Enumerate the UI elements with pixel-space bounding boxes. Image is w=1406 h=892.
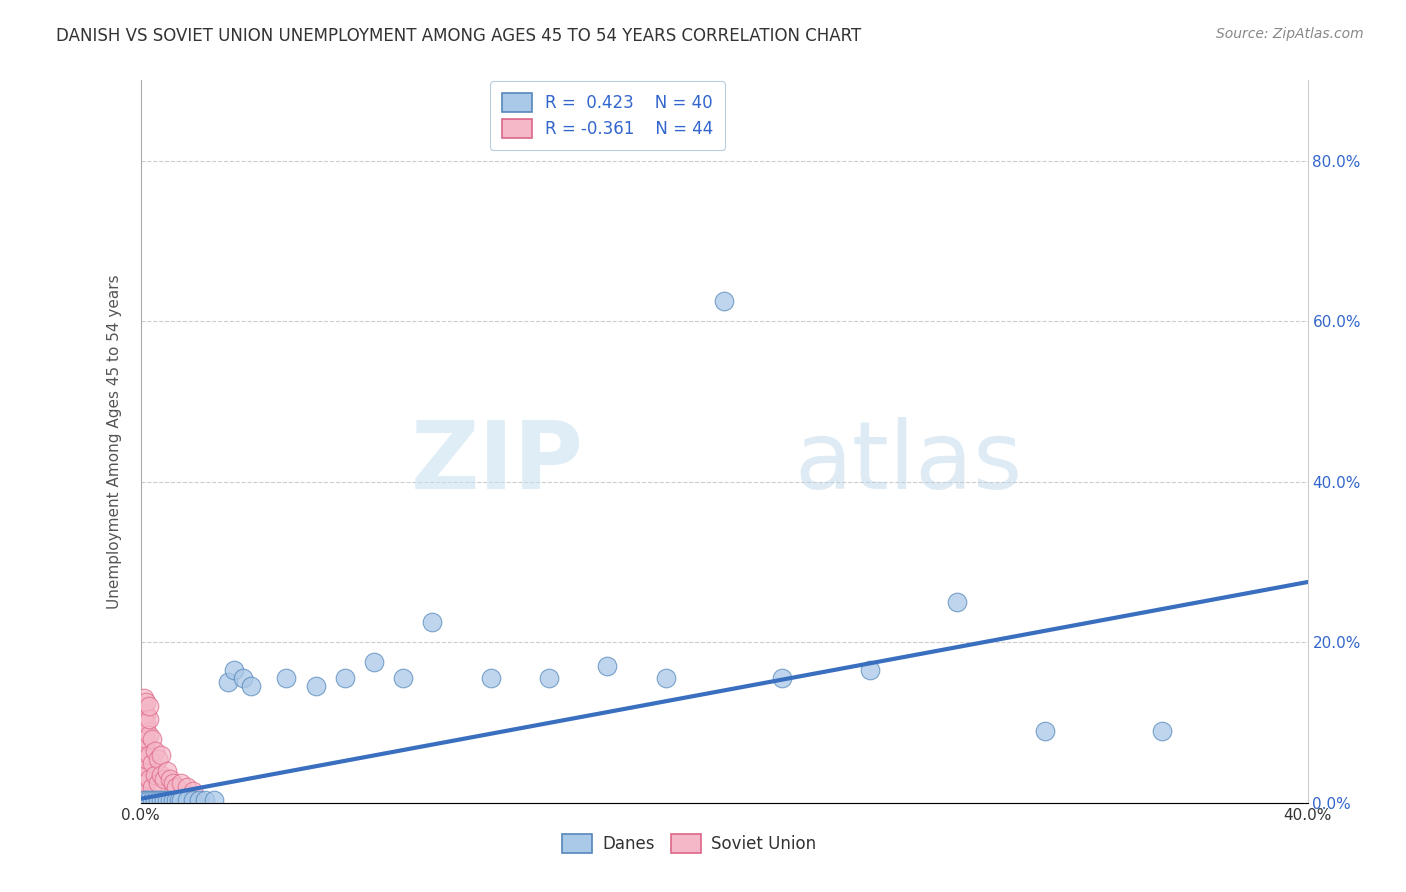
Point <box>1150 723 1173 738</box>
Point <box>156 764 179 778</box>
Point <box>135 715 157 730</box>
Point <box>392 671 415 685</box>
Point <box>202 793 225 807</box>
Point <box>305 680 328 694</box>
Point <box>132 699 155 714</box>
Point <box>135 723 157 738</box>
Point <box>143 793 166 807</box>
Point <box>132 767 155 781</box>
Point <box>141 731 163 746</box>
Point <box>222 664 245 678</box>
Point <box>170 793 193 807</box>
Point <box>138 699 160 714</box>
Point <box>132 715 155 730</box>
Point <box>217 675 239 690</box>
Point <box>132 719 155 733</box>
Point <box>153 772 176 786</box>
Text: atlas: atlas <box>794 417 1022 509</box>
Point <box>138 772 160 786</box>
Point <box>859 664 882 678</box>
Point <box>232 671 254 685</box>
Point <box>772 671 794 685</box>
Point <box>135 793 157 807</box>
Point <box>135 707 157 722</box>
Point <box>159 793 181 807</box>
Point <box>946 595 969 609</box>
Point <box>132 691 155 706</box>
Point <box>276 671 298 685</box>
Point <box>181 784 204 798</box>
Point <box>188 793 211 807</box>
Point <box>181 793 204 807</box>
Point <box>162 793 184 807</box>
Point <box>176 793 198 807</box>
Point <box>132 793 155 807</box>
Point <box>165 793 187 807</box>
Point <box>176 780 198 794</box>
Point <box>143 744 166 758</box>
Point <box>363 655 385 669</box>
Point <box>138 793 160 807</box>
Point <box>194 793 217 807</box>
Point <box>146 793 169 807</box>
Point <box>135 739 157 754</box>
Point <box>422 615 444 630</box>
Point <box>138 728 160 742</box>
Text: ZIP: ZIP <box>411 417 583 509</box>
Point <box>141 780 163 794</box>
Text: DANISH VS SOVIET UNION UNEMPLOYMENT AMONG AGES 45 TO 54 YEARS CORRELATION CHART: DANISH VS SOVIET UNION UNEMPLOYMENT AMON… <box>56 27 862 45</box>
Point <box>159 772 181 786</box>
Point <box>150 767 173 781</box>
Y-axis label: Unemployment Among Ages 45 to 54 years: Unemployment Among Ages 45 to 54 years <box>107 274 122 609</box>
Point <box>153 793 176 807</box>
Point <box>479 671 502 685</box>
Point <box>162 776 184 790</box>
Legend: Danes, Soviet Union: Danes, Soviet Union <box>555 827 823 860</box>
Text: Source: ZipAtlas.com: Source: ZipAtlas.com <box>1216 27 1364 41</box>
Point <box>240 680 263 694</box>
Point <box>538 671 561 685</box>
Point <box>146 776 169 790</box>
Point <box>138 712 160 726</box>
Point <box>132 747 155 762</box>
Point <box>655 671 678 685</box>
Point <box>135 696 157 710</box>
Point <box>132 731 155 746</box>
Point <box>135 751 157 765</box>
Point <box>143 767 166 781</box>
Point <box>150 793 173 807</box>
Point <box>135 760 157 774</box>
Point <box>167 793 190 807</box>
Point <box>596 659 619 673</box>
Point <box>132 735 155 749</box>
Point <box>1033 723 1056 738</box>
Point <box>170 776 193 790</box>
Point <box>135 776 157 790</box>
Point <box>146 751 169 765</box>
Point <box>132 707 155 722</box>
Point <box>713 293 735 308</box>
Point <box>135 784 157 798</box>
Point <box>333 671 356 685</box>
Point <box>150 747 173 762</box>
Point <box>138 747 160 762</box>
Point <box>135 731 157 746</box>
Point <box>156 793 179 807</box>
Point <box>132 780 155 794</box>
Point <box>132 751 155 765</box>
Point <box>165 780 187 794</box>
Point <box>141 793 163 807</box>
Point <box>141 756 163 770</box>
Point <box>132 764 155 778</box>
